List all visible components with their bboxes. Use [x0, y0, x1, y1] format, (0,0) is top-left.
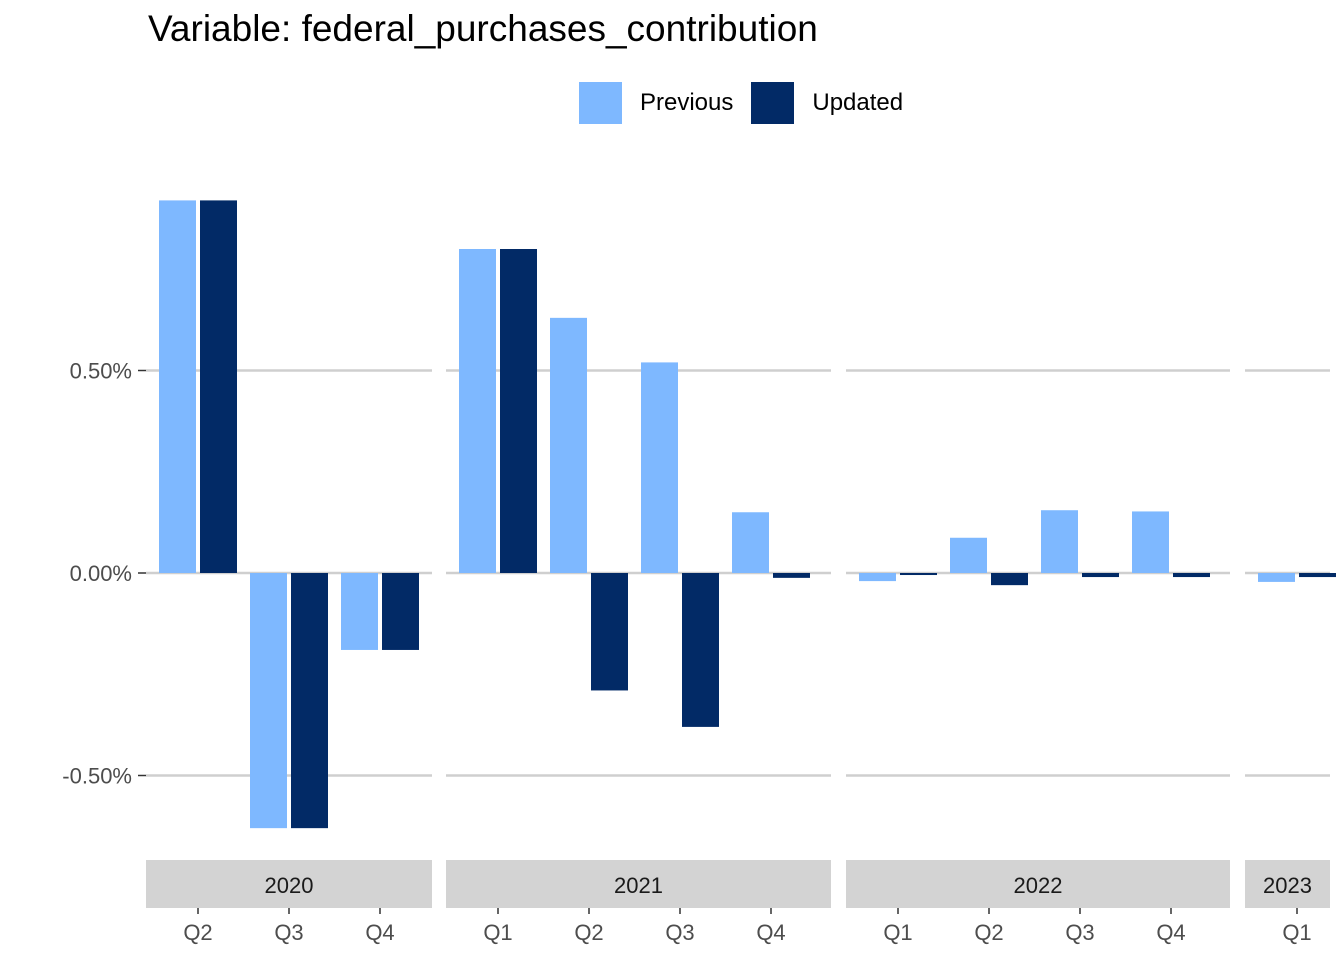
y-tick-label: 0.00%: [70, 561, 132, 586]
bar-2021-q1-updated: [500, 249, 537, 573]
x-tick-label: Q3: [274, 920, 303, 945]
facet-strip-label: 2020: [265, 873, 314, 898]
bar-2020-q4-updated: [382, 573, 419, 650]
x-tick-label: Q3: [1065, 920, 1094, 945]
x-tick-label: Q2: [574, 920, 603, 945]
bar-2021-q2-updated: [591, 573, 628, 691]
x-tick-label: Q4: [756, 920, 785, 945]
chart-title: Variable: federal_purchases_contribution: [148, 8, 818, 49]
legend-item-updated: Updated: [751, 82, 903, 124]
x-tick-label: Q1: [483, 920, 512, 945]
bar-2022-q3-updated: [1082, 573, 1119, 578]
bar-2022-q2-updated: [991, 573, 1028, 586]
bar-2021-q2-previous: [550, 317, 587, 573]
facet-strip-label: 2022: [1014, 873, 1063, 898]
facet-strip-2023: [1245, 860, 1330, 908]
x-tick-label: Q4: [1156, 920, 1185, 945]
legend-swatch-previous: [579, 82, 622, 124]
bar-2020-q3-updated: [291, 573, 328, 829]
x-tick-label: Q2: [974, 920, 1003, 945]
bar-2022-q1-previous: [859, 573, 896, 582]
x-tick-label: Q4: [365, 920, 394, 945]
legend-item-previous: Previous: [579, 82, 733, 124]
x-tick-label: Q3: [665, 920, 694, 945]
x-tick-label: Q1: [1282, 920, 1311, 945]
facet-strip-label: 2023: [1263, 873, 1312, 898]
bar-2022-q1-updated: [900, 573, 937, 576]
legend: Previous Updated: [579, 82, 921, 124]
facet-strip-label: 2021: [614, 873, 663, 898]
x-tick-label: Q1: [883, 920, 912, 945]
y-tick-label: -0.50%: [62, 764, 132, 789]
bar-2022-q3-previous: [1041, 510, 1078, 573]
bar-2021-q3-previous: [641, 362, 678, 573]
facet-strip-2021: [446, 860, 831, 908]
bar-2021-q4-updated: [773, 573, 810, 578]
bar-2021-q1-previous: [459, 249, 496, 573]
bar-2023-q1-updated: [1299, 573, 1336, 578]
bar-2022-q4-updated: [1173, 573, 1210, 578]
bar-2022-q4-previous: [1132, 511, 1169, 573]
y-tick-label: 0.50%: [70, 359, 132, 384]
facet-strip-2022: [846, 860, 1230, 908]
x-tick-label: Q2: [183, 920, 212, 945]
bar-2022-q2-previous: [950, 537, 987, 573]
legend-label-previous: Previous: [640, 89, 734, 116]
legend-label-updated: Updated: [812, 89, 904, 116]
bar-2021-q4-previous: [732, 512, 769, 573]
legend-swatch-updated: [751, 82, 795, 124]
bar-2020-q2-updated: [200, 200, 237, 573]
bar-2020-q4-previous: [341, 573, 378, 650]
bar-2021-q3-updated: [682, 573, 719, 727]
bar-2020-q3-previous: [250, 573, 287, 829]
bar-2023-q1-previous: [1258, 573, 1295, 582]
bar-2020-q2-previous: [159, 200, 196, 573]
facet-strip-2020: [146, 860, 432, 908]
